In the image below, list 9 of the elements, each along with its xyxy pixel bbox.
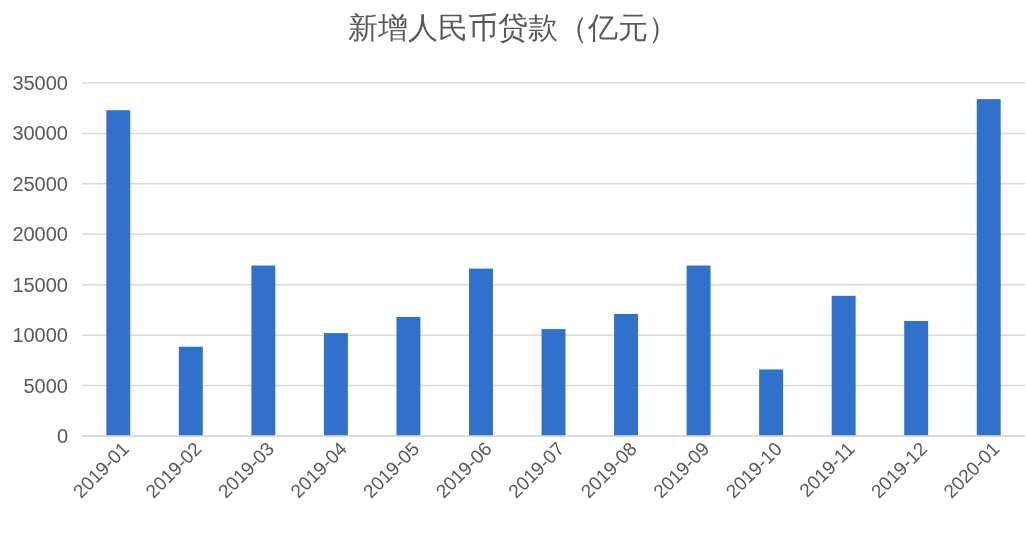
y-tick-label: 5000: [23, 374, 68, 397]
y-tick-label: 25000: [12, 172, 68, 195]
y-tick-label: 35000: [12, 72, 68, 94]
chart-title: 新增人民币贷款（亿元）: [348, 11, 678, 44]
y-tick-label: 30000: [12, 122, 68, 145]
y-tick-label: 10000: [12, 324, 68, 347]
y-tick-label: 15000: [12, 273, 68, 296]
y-tick-label: 20000: [12, 223, 68, 246]
y-tick-label: 0: [56, 425, 68, 447]
